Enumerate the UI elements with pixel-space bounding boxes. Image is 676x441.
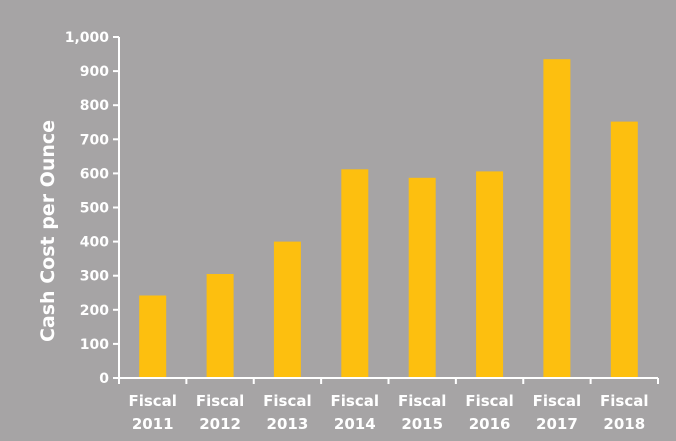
y-tick-label: 900 (80, 64, 109, 80)
y-tick-label: 200 (80, 303, 109, 319)
y-tick-label: 800 (80, 98, 109, 114)
x-tick-label: Fiscal 2013 (263, 392, 311, 433)
y-tick-label: 0 (99, 371, 109, 387)
y-axis-title: Cash Cost per Ounce (37, 120, 59, 342)
bar-fiscal-2012 (206, 274, 234, 378)
y-tick-label: 300 (80, 269, 109, 285)
x-tick-label: Fiscal 2015 (398, 392, 446, 433)
y-tick-label: 100 (80, 337, 109, 353)
x-axis-labels: Fiscal 2011 Fiscal 2012 Fiscal 2013 Fiscal 2014… (128, 392, 648, 433)
y-tick-label: 400 (80, 235, 109, 251)
x-tick-label: Fiscal 2017 (533, 392, 581, 433)
y-tick-label: 1,000 (65, 30, 110, 46)
y-tick-label: 700 (80, 132, 109, 148)
bar-fiscal-2013 (273, 241, 301, 378)
bar-fiscal-2016 (476, 171, 504, 378)
x-tick-label: Fiscal 2012 (196, 392, 244, 433)
bars (139, 59, 638, 378)
y-tick-label: 600 (80, 166, 109, 182)
bar-fiscal-2018 (610, 121, 638, 378)
x-tick-label: Fiscal 2014 (331, 392, 379, 433)
bar-fiscal-2011 (139, 295, 167, 378)
x-tick-label: Fiscal 2016 (465, 392, 513, 433)
bar-fiscal-2015 (408, 177, 436, 378)
bar-fiscal-2014 (341, 169, 369, 378)
y-tick-label: 500 (80, 201, 109, 217)
x-tick-label: Fiscal 2018 (600, 392, 648, 433)
bar-fiscal-2017 (543, 59, 571, 378)
x-tick-label: Fiscal 2011 (128, 392, 176, 433)
y-axis-ticks: 0 100 200 300 400 500 600 700 800 900 1,000 (65, 30, 119, 387)
